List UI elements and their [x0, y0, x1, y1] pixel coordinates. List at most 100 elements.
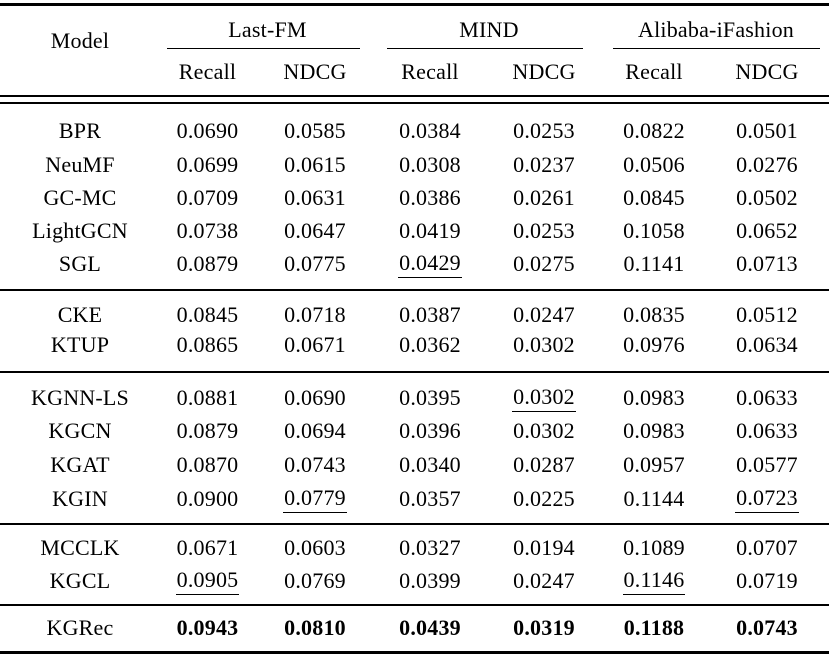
col-header-mind-ndcg: NDCG [512, 59, 576, 84]
cell: 0.0769 [284, 567, 346, 593]
cmidrule-mind [387, 48, 583, 49]
model-column-header: Model [0, 24, 160, 57]
group-header-alibaba-ifashion: Alibaba-iFashion [638, 17, 794, 42]
cell: 0.0357 [399, 485, 461, 511]
cell: 0.0340 [399, 451, 461, 477]
cell: 0.0976 [623, 331, 685, 357]
table-row-bpr: BPR 0.0690 0.0585 0.0384 0.0253 0.0822 0… [0, 114, 829, 147]
cell: 0.0384 [399, 117, 461, 143]
group-header-mind: MIND [459, 17, 519, 42]
cell: 0.0881 [176, 384, 239, 410]
cell: 0.0396 [399, 417, 461, 443]
model-name: MCCLK [40, 534, 120, 560]
cell: 0.0699 [176, 151, 239, 177]
cell: 0.0194 [513, 534, 575, 560]
cell: 0.1058 [623, 217, 685, 243]
header-group-row: Last-FM MIND Alibaba-iFashion [0, 10, 829, 50]
cell: 0.0399 [399, 567, 461, 593]
table-row-ktup: KTUP 0.0865 0.0671 0.0362 0.0302 0.0976 … [0, 328, 829, 361]
group-header-last-fm: Last-FM [228, 17, 307, 42]
cell: 0.0983 [623, 417, 685, 443]
cmidrule-last-fm [167, 48, 360, 49]
cell: 0.0633 [736, 384, 798, 410]
cell: 0.0822 [623, 117, 685, 143]
section-rule-1 [0, 289, 829, 291]
cell: 0.0327 [399, 534, 461, 560]
cell: 0.0983 [623, 384, 685, 410]
table-row-kgat: KGAT 0.0870 0.0743 0.0340 0.0287 0.0957 … [0, 448, 829, 481]
section-rule-3 [0, 523, 829, 525]
model-name: KGCL [49, 567, 111, 593]
cell: 0.1089 [623, 534, 685, 560]
cmidrule-alibaba-ifashion [613, 48, 820, 49]
cell: 0.0362 [399, 331, 461, 357]
header-metric-row: Recall NDCG Recall NDCG Recall NDCG [0, 56, 829, 88]
model-name: KGAT [50, 451, 110, 477]
cell: 0.0743 [736, 614, 798, 640]
cell: 0.0577 [736, 451, 798, 477]
header-double-rule-1 [0, 95, 829, 97]
cell: 0.0387 [399, 301, 461, 327]
cell: 0.0603 [284, 534, 346, 560]
col-header-alibaba-recall: Recall [625, 59, 683, 84]
cell: 0.0225 [513, 485, 575, 511]
bottom-rule [0, 651, 829, 654]
cell: 0.0713 [736, 250, 798, 276]
model-name: SGL [58, 250, 102, 276]
cell: 0.0943 [176, 614, 239, 640]
cell: 0.0775 [284, 250, 346, 276]
cell: 0.0302 [513, 417, 575, 443]
cell: 0.0261 [513, 184, 575, 210]
cell: 0.0738 [176, 217, 239, 243]
cell: 0.0879 [176, 417, 239, 443]
table-row-kgrec: KGRec 0.0943 0.0810 0.0439 0.0319 0.1188… [0, 611, 829, 644]
cell: 0.0870 [176, 451, 239, 477]
cell: 0.0707 [736, 534, 798, 560]
header-double-rule-2 [0, 102, 829, 104]
cell: 0.1141 [623, 250, 685, 276]
model-name: KGNN-LS [31, 384, 129, 410]
cell: 0.0690 [284, 384, 346, 410]
col-header-alibaba-ndcg: NDCG [735, 59, 799, 84]
cell: 0.0615 [284, 151, 346, 177]
table-row-mcclk: MCCLK 0.0671 0.0603 0.0327 0.0194 0.1089… [0, 531, 829, 564]
model-name: KGIN [52, 485, 108, 511]
table-row-kgcl: KGCL 0.0905 0.0769 0.0399 0.0247 0.1146 … [0, 564, 829, 597]
model-name: BPR [58, 117, 102, 143]
cell: 0.0690 [176, 117, 239, 143]
table-row-kgcn: KGCN 0.0879 0.0694 0.0396 0.0302 0.0983 … [0, 414, 829, 447]
table-row-neumf: NeuMF 0.0699 0.0615 0.0308 0.0237 0.0506… [0, 148, 829, 181]
cell: 0.0865 [176, 331, 239, 357]
model-name: LightGCN [32, 217, 128, 243]
col-header-lastfm-ndcg: NDCG [283, 59, 347, 84]
cell: 0.0253 [513, 217, 575, 243]
cell: 0.0237 [513, 151, 575, 177]
cell: 0.0671 [284, 331, 346, 357]
cell: 0.0779 [255, 485, 375, 513]
top-rule [0, 3, 829, 6]
cell: 0.0723 [705, 485, 829, 513]
cell: 0.0671 [176, 534, 239, 560]
model-name: KTUP [50, 331, 110, 357]
cell: 0.0905 [160, 567, 255, 595]
cell: 0.0429 [375, 250, 485, 278]
model-name: KGCN [48, 417, 112, 443]
model-name: NeuMF [45, 151, 115, 177]
col-header-lastfm-recall: Recall [178, 59, 237, 84]
cell: 0.0709 [176, 184, 239, 210]
cell: 0.0247 [513, 567, 575, 593]
cell: 0.0633 [736, 417, 798, 443]
model-name: KGRec [46, 614, 114, 640]
model-header-label: Model [50, 27, 110, 53]
section-rule-4 [0, 604, 829, 606]
cell: 0.0276 [736, 151, 798, 177]
cell: 0.0845 [623, 184, 685, 210]
cell: 0.1188 [623, 614, 685, 640]
cell: 0.0719 [736, 567, 798, 593]
table-row-lightgcn: LightGCN 0.0738 0.0647 0.0419 0.0253 0.1… [0, 214, 829, 247]
cell: 0.0506 [623, 151, 685, 177]
cell: 0.0247 [513, 301, 575, 327]
cell: 0.0439 [399, 614, 461, 640]
cell: 0.0419 [399, 217, 461, 243]
